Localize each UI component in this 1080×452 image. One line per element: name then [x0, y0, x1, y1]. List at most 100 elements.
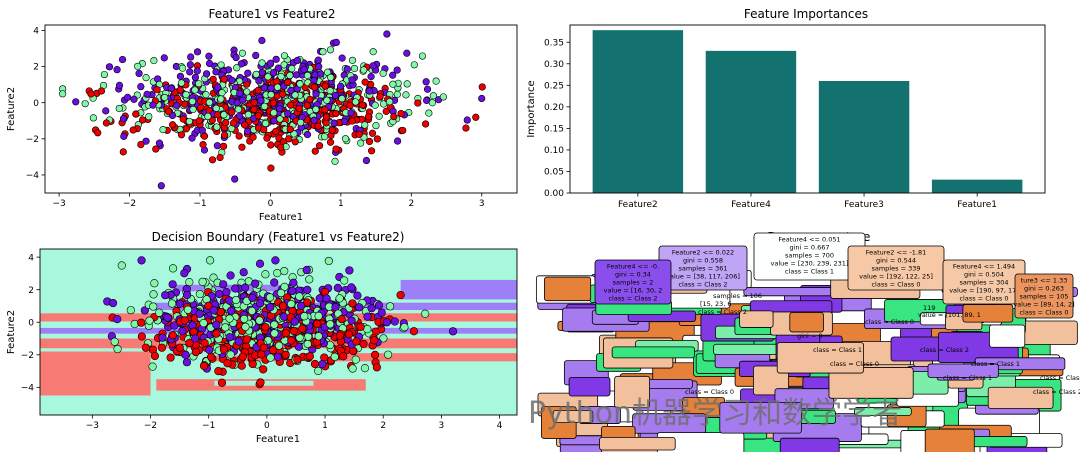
importance-x-ticks: Feature2 Feature4 Feature3 Feature1	[618, 193, 997, 210]
boundary-point	[314, 311, 323, 321]
boundary-point	[238, 352, 247, 361]
scatter-point	[284, 110, 292, 118]
x-tick-label: −2	[144, 421, 157, 431]
boundary-point	[215, 289, 224, 299]
scatter-point	[203, 70, 211, 78]
scatter-point	[213, 142, 222, 150]
boundary-point	[337, 315, 346, 324]
scatter-panel: Feature1 vs Feature2 −3 −2 −1 0 1 2 3 −4−2024 …	[6, 7, 518, 223]
boundary-point	[221, 323, 230, 332]
scatter-point	[439, 93, 447, 101]
boundary-point	[251, 279, 260, 288]
boundary-point	[204, 301, 213, 310]
tree-node-line: class = Class 0	[871, 281, 920, 289]
scatter-point	[331, 157, 339, 165]
boundary-point	[345, 266, 354, 275]
boundary-point	[137, 256, 146, 265]
boundary-point	[347, 283, 356, 292]
scatter-point	[314, 122, 322, 130]
tree-leaf-node	[1019, 320, 1078, 345]
scatter-point	[244, 110, 252, 119]
boundary-point	[110, 337, 119, 346]
scatter-point	[322, 119, 330, 127]
scatter-point	[321, 82, 329, 90]
tree-leaf-node	[789, 312, 824, 333]
scatter-point	[322, 113, 331, 121]
tree-node-line: gini = 0.263	[1024, 285, 1064, 293]
scatter-point	[432, 77, 440, 85]
scatter-point	[212, 68, 220, 76]
boundary-point	[113, 344, 122, 354]
y-tick-label: 0.05	[544, 168, 564, 178]
scatter-point	[267, 91, 275, 99]
boundary-point	[166, 353, 175, 362]
scatter-point	[285, 135, 293, 143]
scatter-point	[389, 71, 397, 79]
scatter-point	[393, 66, 401, 74]
boundary-point	[281, 329, 291, 338]
tree-node-line: samples = 361	[678, 265, 727, 273]
scatter-point	[177, 79, 186, 87]
boundary-point	[108, 298, 118, 308]
boundary-point	[137, 332, 146, 341]
scatter-point	[425, 109, 433, 117]
scatter-point	[326, 46, 335, 54]
scatter-point	[176, 72, 185, 80]
scatter-point	[296, 80, 304, 88]
tree-node-line: samples = 700	[785, 252, 834, 260]
boundary-point	[298, 324, 307, 333]
x-tick-label: 0	[264, 421, 270, 431]
scatter-point	[255, 77, 263, 85]
boundary-point	[269, 346, 278, 355]
boundary-point	[273, 352, 282, 362]
scatter-point	[115, 104, 123, 113]
scatter-point	[97, 87, 106, 95]
scatter-point	[270, 109, 278, 117]
boundary-point	[270, 278, 279, 287]
boundary-point	[340, 276, 349, 285]
scatter-point	[343, 65, 351, 73]
scatter-point	[288, 65, 296, 73]
boundary-point	[219, 345, 228, 354]
scatter-point	[228, 76, 236, 84]
boundary-point	[207, 352, 216, 362]
tree-node-line: value = [16, 30, 2	[604, 287, 663, 295]
boundary-point	[348, 299, 357, 308]
scatter-point	[250, 105, 258, 114]
tree-node-line: Feature4 <= 1.494	[953, 263, 1015, 271]
scatter-point	[145, 113, 153, 121]
tree-leaf-node	[989, 324, 1026, 348]
scatter-point	[478, 83, 486, 91]
tree-node-line: value = [89, 14, 2]	[1013, 301, 1074, 309]
scatter-point	[358, 101, 366, 109]
boundary-point	[303, 339, 312, 349]
scatter-point	[135, 69, 143, 78]
y-tick-label: 4	[28, 253, 34, 263]
boundary-point	[222, 287, 231, 297]
boundary-point	[370, 336, 379, 345]
x-tick-label: 2	[408, 199, 414, 209]
scatter-point	[306, 95, 314, 104]
boundary-point	[217, 378, 227, 387]
boundary-point	[396, 290, 405, 300]
scatter-point	[292, 71, 300, 79]
scatter-point	[321, 106, 329, 114]
boundary-point	[409, 327, 419, 336]
x-tick-label: Feature1	[957, 200, 997, 210]
scatter-point	[390, 113, 398, 121]
scatter-point	[410, 61, 418, 69]
boundary-point	[351, 355, 360, 364]
scatter-point	[429, 92, 438, 100]
tree-background-nodes	[535, 267, 1078, 452]
scatter-point	[168, 121, 177, 129]
boundary-point	[333, 283, 342, 292]
scatter-point	[218, 89, 226, 97]
scatter-point	[328, 126, 336, 134]
scatter-point	[284, 78, 292, 87]
scatter-point	[418, 52, 427, 60]
scatter-point	[315, 142, 324, 150]
scatter-point	[243, 88, 251, 96]
scatter-point	[195, 80, 203, 88]
scatter-point	[205, 59, 214, 68]
